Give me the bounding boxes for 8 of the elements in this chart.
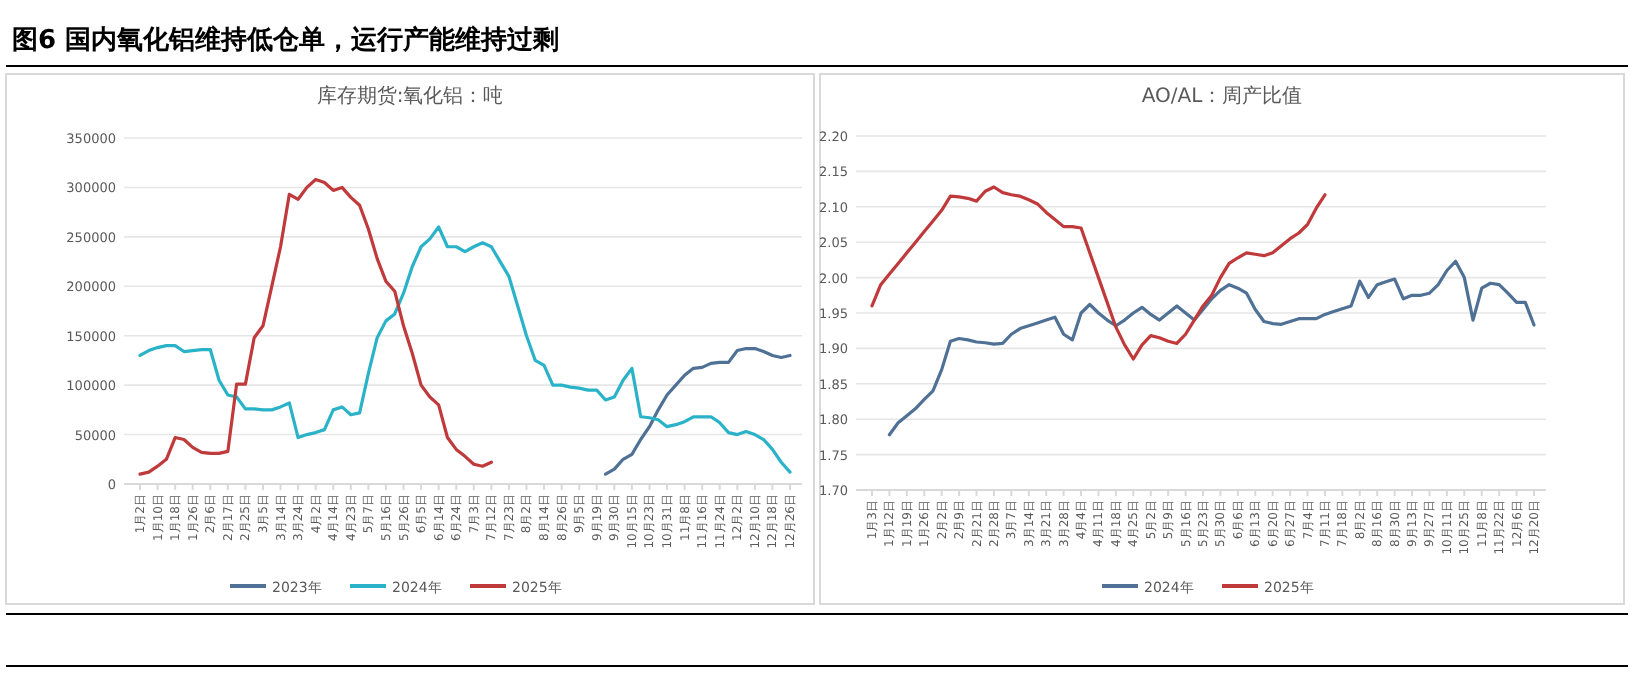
line-series — [138, 177, 493, 476]
chart-title: AO/AL：周产比值 — [1141, 84, 1303, 108]
line-series — [138, 225, 792, 474]
line-series — [870, 185, 1327, 361]
line-series — [887, 259, 1536, 437]
chart-title: 库存期货:氧化铝：吨 — [316, 84, 504, 108]
text: 图6 国内氧化铝维持低仓单，运行产能维持过剩 — [12, 24, 560, 56]
line-series — [603, 346, 792, 476]
